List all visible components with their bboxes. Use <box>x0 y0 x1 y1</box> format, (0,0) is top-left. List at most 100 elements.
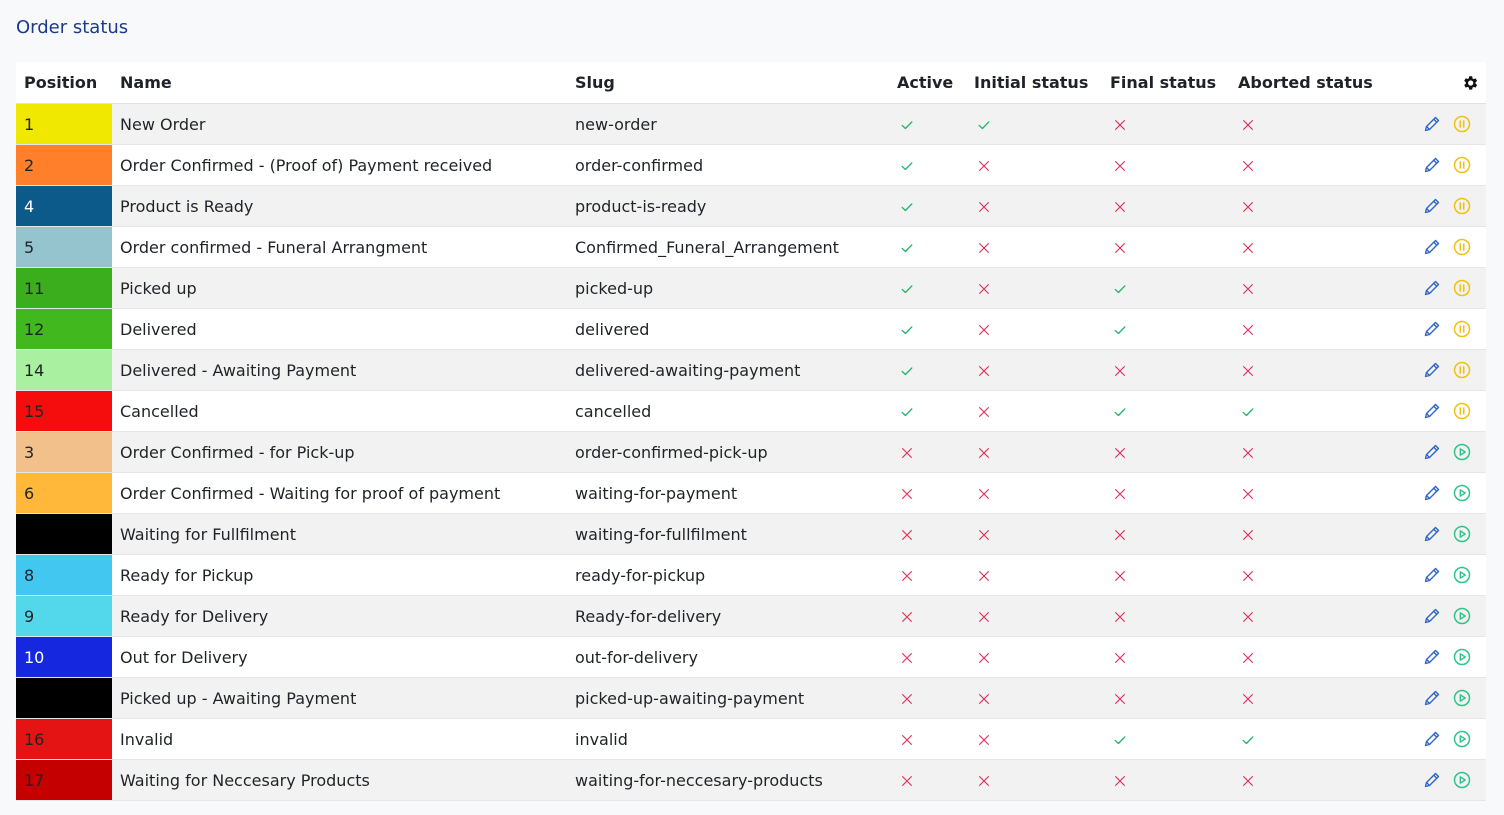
play-circle-icon[interactable] <box>1452 524 1472 544</box>
pencil-icon[interactable] <box>1422 278 1442 298</box>
status-aborted-flag <box>1230 226 1386 268</box>
status-name: Delivered <box>112 308 567 350</box>
status-position-cell: 4 <box>16 185 112 227</box>
column-header-name[interactable]: Name <box>112 62 567 104</box>
pencil-icon[interactable] <box>1422 647 1442 667</box>
column-header-actions <box>1386 62 1486 104</box>
pencil-icon[interactable] <box>1422 114 1442 134</box>
status-active-flag <box>889 759 966 801</box>
pause-circle-icon[interactable] <box>1452 278 1472 298</box>
pencil-icon[interactable] <box>1422 401 1442 421</box>
play-circle-icon[interactable] <box>1452 647 1472 667</box>
status-aborted-flag <box>1230 759 1386 801</box>
table-row[interactable]: 2 Order Confirmed - (Proof of) Payment re… <box>16 144 1486 186</box>
status-position-cell: 1 <box>16 103 112 145</box>
table-row[interactable]: 15 Cancelled cancelled <box>16 390 1486 432</box>
table-row[interactable]: 3 Order Confirmed - for Pick-up order-conf… <box>16 431 1486 473</box>
table-row[interactable]: Picked up - Awaiting Payment picked-up-aw… <box>16 677 1486 719</box>
status-name: Ready for Pickup <box>112 554 567 596</box>
table-row[interactable]: 4 Product is Ready product-is-ready <box>16 185 1486 227</box>
play-circle-icon[interactable] <box>1452 442 1472 462</box>
pause-circle-icon[interactable] <box>1452 237 1472 257</box>
order-status-table: Position Name Slug Active Initial status… <box>16 62 1486 801</box>
table-row[interactable]: 11 Picked up picked-up <box>16 267 1486 309</box>
pencil-icon[interactable] <box>1422 565 1442 585</box>
pencil-icon[interactable] <box>1422 524 1442 544</box>
status-final-flag <box>1102 472 1230 514</box>
pencil-icon[interactable] <box>1422 237 1442 257</box>
table-row[interactable]: 14 Delivered - Awaiting Payment delivered-… <box>16 349 1486 391</box>
pencil-icon[interactable] <box>1422 729 1442 749</box>
table-row[interactable]: 6 Order Confirmed - Waiting for proof of … <box>16 472 1486 514</box>
table-row[interactable]: Waiting for Fullfilment waiting-for-fullf… <box>16 513 1486 555</box>
column-header-position[interactable]: Position <box>16 62 112 104</box>
x-icon <box>979 735 989 745</box>
x-icon <box>979 448 989 458</box>
status-name: Picked up <box>112 267 567 309</box>
play-circle-icon[interactable] <box>1452 729 1472 749</box>
column-header-initial-status[interactable]: Initial status <box>966 62 1102 104</box>
pause-circle-icon[interactable] <box>1452 114 1472 134</box>
pencil-icon[interactable] <box>1422 319 1442 339</box>
column-header-active[interactable]: Active <box>889 62 966 104</box>
status-active-flag <box>889 185 966 227</box>
play-circle-icon[interactable] <box>1452 770 1472 790</box>
pencil-icon[interactable] <box>1422 360 1442 380</box>
x-icon <box>1243 284 1253 294</box>
table-row[interactable]: 16 Invalid invalid <box>16 718 1486 760</box>
pencil-icon[interactable] <box>1422 770 1442 790</box>
pause-circle-icon[interactable] <box>1452 360 1472 380</box>
x-icon <box>1115 694 1125 704</box>
pencil-icon[interactable] <box>1422 155 1442 175</box>
status-final-flag <box>1102 759 1230 801</box>
status-slug: new-order <box>567 103 889 145</box>
table-row[interactable]: 9 Ready for Delivery Ready-for-delivery <box>16 595 1486 637</box>
status-slug: delivered <box>567 308 889 350</box>
x-icon <box>1115 776 1125 786</box>
play-circle-icon[interactable] <box>1452 606 1472 626</box>
table-row[interactable]: 1 New Order new-order <box>16 103 1486 145</box>
pencil-icon[interactable] <box>1422 688 1442 708</box>
x-icon <box>902 735 912 745</box>
pencil-icon[interactable] <box>1422 483 1442 503</box>
column-header-slug[interactable]: Slug <box>567 62 889 104</box>
status-slug: picked-up-awaiting-payment <box>567 677 889 719</box>
x-icon <box>1243 694 1253 704</box>
row-actions <box>1386 308 1486 350</box>
x-icon <box>1243 366 1253 376</box>
table-body: 1 New Order new-order 2 Order Confirmed - (P… <box>16 103 1486 801</box>
play-circle-icon[interactable] <box>1452 565 1472 585</box>
pencil-icon[interactable] <box>1422 196 1442 216</box>
play-circle-icon[interactable] <box>1452 483 1472 503</box>
x-icon <box>979 653 989 663</box>
pause-circle-icon[interactable] <box>1452 155 1472 175</box>
x-icon <box>979 243 989 253</box>
check-icon <box>978 121 990 130</box>
pause-circle-icon[interactable] <box>1452 319 1472 339</box>
pencil-icon[interactable] <box>1422 442 1442 462</box>
status-position: 11 <box>24 278 45 298</box>
status-name: Order Confirmed - (Proof of) Payment rec… <box>112 144 567 186</box>
status-aborted-flag <box>1230 636 1386 678</box>
status-aborted-flag <box>1230 144 1386 186</box>
gear-icon[interactable] <box>1461 74 1479 92</box>
table-row[interactable]: 8 Ready for Pickup ready-for-pickup <box>16 554 1486 596</box>
x-icon <box>902 776 912 786</box>
pencil-icon[interactable] <box>1422 606 1442 626</box>
status-active-flag <box>889 349 966 391</box>
table-row[interactable]: 12 Delivered delivered <box>16 308 1486 350</box>
play-circle-icon[interactable] <box>1452 688 1472 708</box>
status-initial-flag <box>966 636 1102 678</box>
status-position: 9 <box>24 606 35 626</box>
status-slug: out-for-delivery <box>567 636 889 678</box>
pause-circle-icon[interactable] <box>1452 401 1472 421</box>
status-aborted-flag <box>1230 431 1386 473</box>
pause-circle-icon[interactable] <box>1452 196 1472 216</box>
table-row[interactable]: 10 Out for Delivery out-for-delivery <box>16 636 1486 678</box>
table-row[interactable]: 5 Order confirmed - Funeral Arrangment Con… <box>16 226 1486 268</box>
column-header-final-status[interactable]: Final status <box>1102 62 1230 104</box>
status-final-flag <box>1102 226 1230 268</box>
column-header-aborted-status[interactable]: Aborted status <box>1230 62 1386 104</box>
table-row[interactable]: 17 Waiting for Neccesary Products waiting-… <box>16 759 1486 801</box>
status-initial-flag <box>966 226 1102 268</box>
